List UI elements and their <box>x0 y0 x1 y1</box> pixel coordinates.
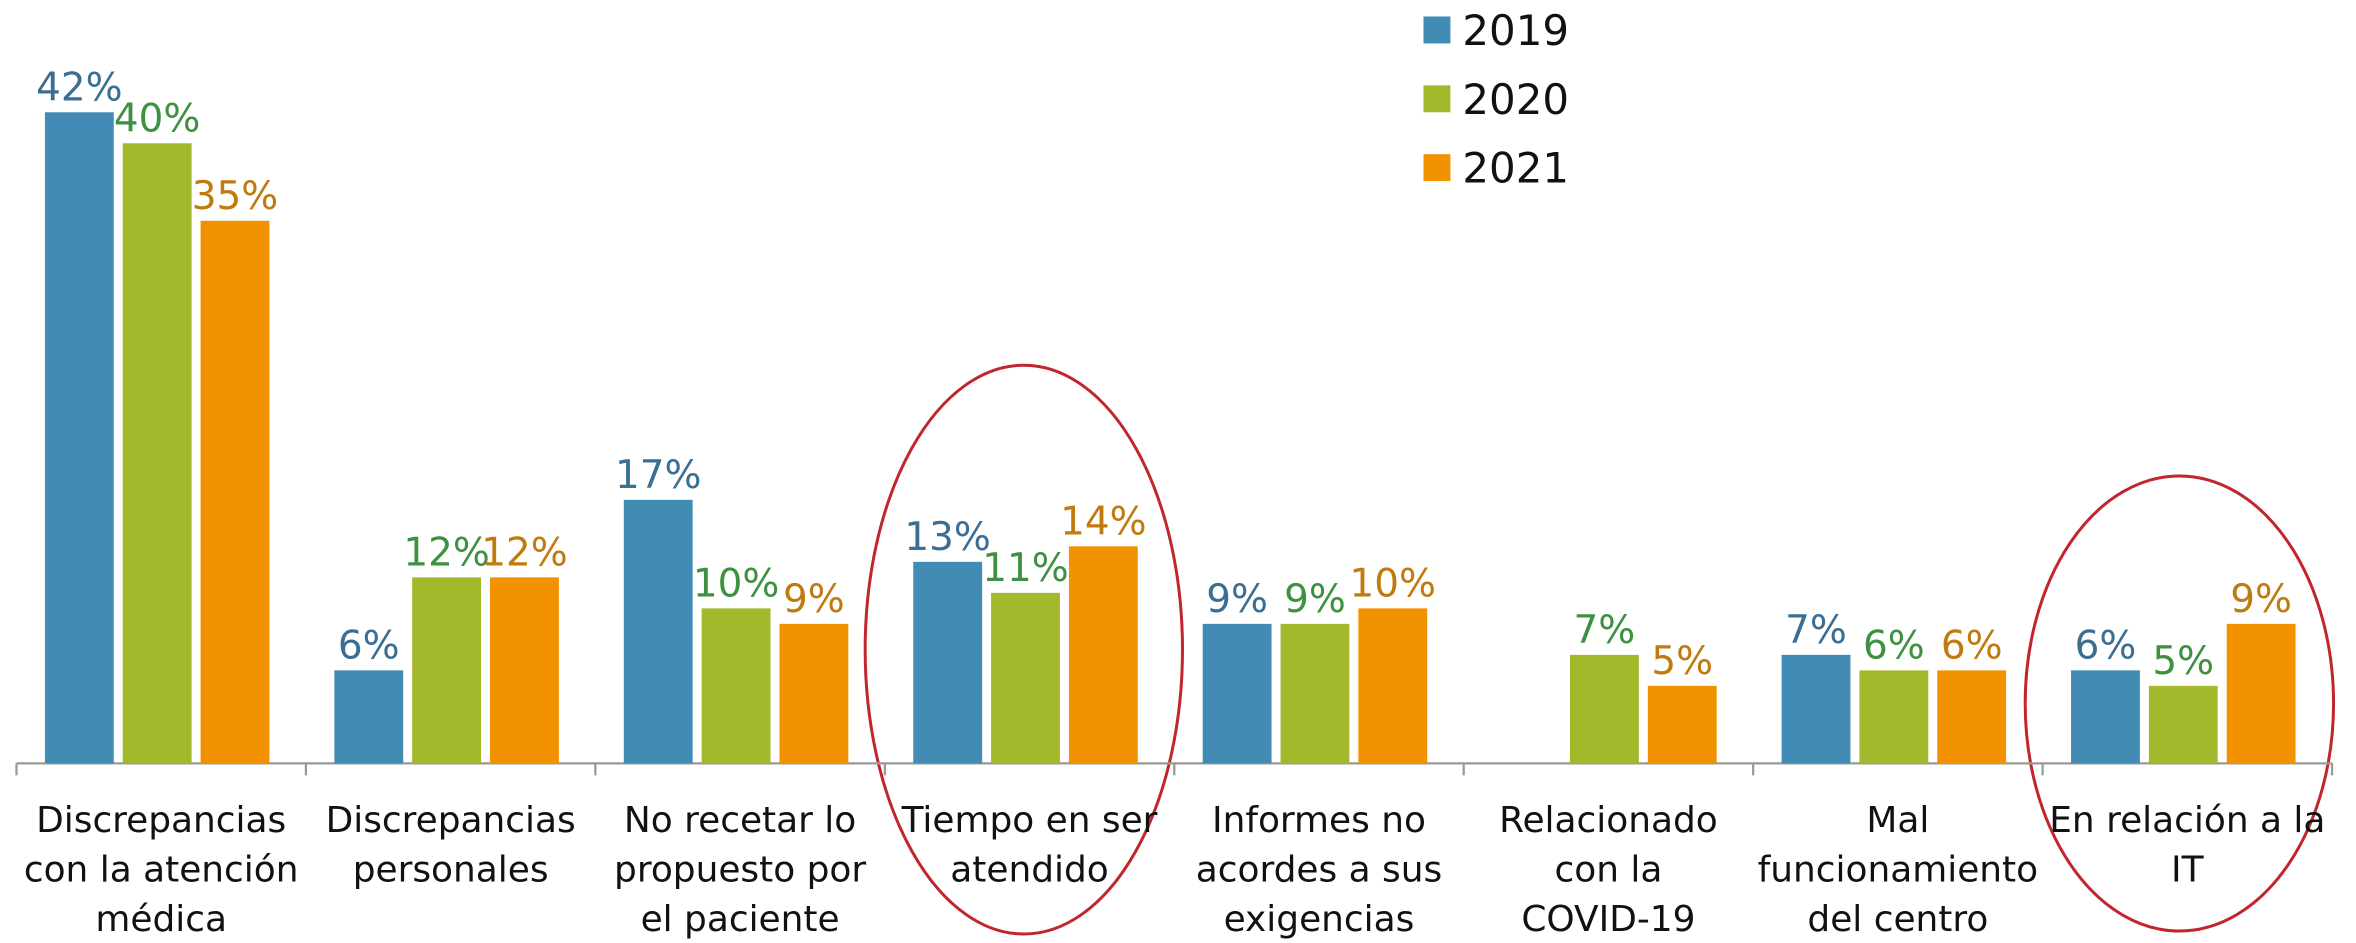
data-label: 13% <box>904 515 990 560</box>
bar <box>623 499 693 764</box>
data-label: 5% <box>2152 639 2214 684</box>
data-label: 6% <box>2075 623 2137 668</box>
bar <box>913 561 983 764</box>
data-label: 9% <box>1206 577 1268 622</box>
data-label: 12% <box>481 530 567 575</box>
bar <box>1937 670 2007 764</box>
highlight-ellipse <box>2023 474 2336 933</box>
bar <box>1781 654 1851 764</box>
bar <box>1859 670 1929 764</box>
bar <box>1569 654 1639 764</box>
data-label: 12% <box>403 530 489 575</box>
data-label: 5% <box>1651 639 1713 684</box>
x-tick-label: Relacionado con la COVID-19 <box>1499 800 1718 940</box>
data-label: 9% <box>1284 577 1346 622</box>
data-label: 17% <box>615 453 701 498</box>
legend-swatch <box>1423 154 1451 182</box>
x-tick-label: Discrepancias con la atención médica <box>24 800 299 940</box>
data-label: 6% <box>338 623 400 668</box>
bar <box>991 592 1060 764</box>
data-label: 9% <box>783 577 845 622</box>
data-label: 10% <box>693 561 779 606</box>
data-label: 7% <box>1574 608 1636 653</box>
data-label: 6% <box>1863 623 1925 668</box>
bar <box>1647 685 1717 764</box>
bar <box>2148 685 2218 764</box>
bar <box>122 143 192 764</box>
bar <box>2226 623 2296 764</box>
bar <box>779 623 849 764</box>
bar <box>412 577 482 764</box>
bar <box>701 608 771 764</box>
data-label: 10% <box>1350 561 1436 606</box>
bar <box>1068 546 1138 764</box>
x-tick-label: En relación a la IT <box>2049 800 2325 890</box>
bar <box>334 670 404 764</box>
legend-label: 2020 <box>1462 75 1569 124</box>
data-label: 9% <box>2230 577 2292 622</box>
bar <box>1280 623 1350 764</box>
data-label: 40% <box>114 96 200 141</box>
bar <box>2071 670 2140 764</box>
data-label: 11% <box>982 546 1068 591</box>
legend-label: 2021 <box>1462 144 1569 193</box>
bar <box>1358 608 1428 764</box>
x-tick-label: Mal funcionamiento del centro <box>1758 800 2038 940</box>
legend-label: 2019 <box>1462 6 1569 55</box>
x-tick-label: Informes no acordes a sus exigencias <box>1196 800 1442 940</box>
x-tick-label: Discrepancias personales <box>326 800 576 890</box>
highlight-ellipse <box>863 363 1184 936</box>
legend-swatch <box>1423 85 1451 113</box>
bar <box>200 220 270 764</box>
bar <box>1202 623 1272 764</box>
data-label: 7% <box>1785 608 1847 653</box>
data-label: 35% <box>192 174 278 219</box>
bar <box>44 112 114 764</box>
data-label: 6% <box>1941 623 2003 668</box>
x-tick-label: No recetar lo propuesto por el paciente <box>614 800 866 940</box>
x-tick-label: Tiempo en ser atendido <box>901 800 1158 890</box>
data-label: 42% <box>36 65 122 110</box>
legend-swatch <box>1423 16 1451 44</box>
data-label: 14% <box>1060 499 1146 544</box>
bar <box>490 577 559 764</box>
